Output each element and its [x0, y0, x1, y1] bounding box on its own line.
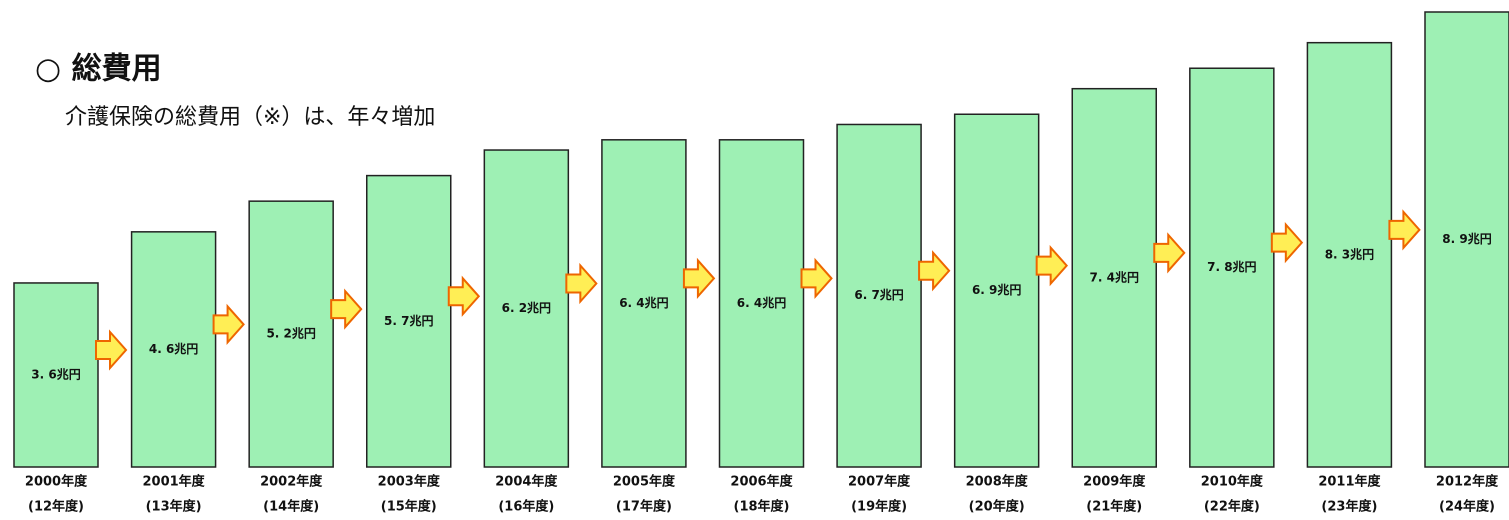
value-label: 8. 3兆円 [1325, 246, 1374, 261]
arrow [1270, 221, 1304, 264]
x-tick-label: 2009年度 [1083, 474, 1146, 490]
bar [1424, 11, 1509, 468]
bar [1306, 41, 1393, 468]
value-label: 7. 8兆円 [1207, 259, 1256, 274]
x-tick-label: (18年度) [734, 499, 790, 515]
x-tick-label: (13年度) [146, 499, 202, 515]
x-tick-label: (14年度) [263, 499, 319, 515]
x-tick-label: 2008年度 [966, 474, 1029, 490]
x-tick-label: (22年度) [1204, 499, 1260, 515]
x-tick-label: 2012年度 [1436, 474, 1499, 490]
x-tick-label: 2000年度 [25, 474, 88, 490]
x-tick-label: 2011年度 [1318, 474, 1381, 490]
value-label: 7. 4兆円 [1090, 269, 1139, 284]
x-tick-label: (16年度) [498, 499, 554, 515]
value-label: 8. 9兆円 [1442, 231, 1491, 246]
bar [13, 282, 99, 468]
x-tick-label: 2010年度 [1201, 474, 1264, 490]
bar [248, 200, 334, 468]
value-label: 6. 7兆円 [854, 287, 903, 302]
x-tick-label: 2007年度 [848, 474, 911, 490]
x-tick-label: (24年度) [1439, 499, 1495, 515]
arrow [1153, 232, 1186, 274]
x-tick-label: (20年度) [969, 499, 1025, 515]
arrow [565, 262, 598, 305]
bar [130, 231, 217, 468]
bar [1071, 87, 1157, 468]
arrow [918, 250, 951, 292]
x-tick-label: 2001年度 [142, 474, 205, 490]
bar [718, 139, 805, 468]
x-tick-label: 2005年度 [613, 474, 676, 490]
value-label: 6. 4兆円 [619, 295, 668, 310]
x-tick-label: (19年度) [851, 499, 907, 515]
bar [601, 139, 687, 468]
bar [836, 123, 922, 468]
arrow [447, 275, 481, 317]
arrow [330, 288, 363, 330]
x-tick-label: 2006年度 [730, 474, 793, 490]
x-tick-label: 2003年度 [378, 474, 441, 490]
arrow [682, 257, 716, 300]
bar [953, 113, 1040, 468]
x-tick-label: (21年度) [1086, 499, 1142, 515]
x-tick-label: (23年度) [1321, 499, 1377, 515]
chart-subtitle: 介護保険の総費用（※）は、年々増加 [65, 105, 435, 130]
value-label: 6. 9兆円 [972, 282, 1021, 297]
x-tick-label: 2002年度 [260, 474, 323, 490]
value-label: 3. 6兆円 [31, 366, 80, 381]
arrow [800, 257, 833, 300]
x-tick-label: 2004年度 [495, 474, 558, 490]
value-label: 6. 4兆円 [737, 295, 786, 310]
value-label: 4. 6兆円 [149, 341, 198, 356]
x-tick-label: (17年度) [616, 499, 672, 515]
arrow [1035, 244, 1069, 287]
bar [1189, 67, 1275, 468]
value-label: 5. 7兆円 [384, 313, 433, 328]
x-tick-label: (15年度) [381, 499, 437, 515]
value-label: 6. 2兆円 [502, 300, 551, 315]
arrow [95, 329, 128, 371]
value-label: 5. 2兆円 [266, 326, 315, 341]
arrow [212, 303, 245, 346]
bar [483, 149, 570, 468]
x-tick-label: (12年度) [28, 499, 84, 515]
bar [366, 174, 452, 468]
arrow [1388, 209, 1421, 251]
chart-title: ○ 総費用 [35, 52, 162, 87]
